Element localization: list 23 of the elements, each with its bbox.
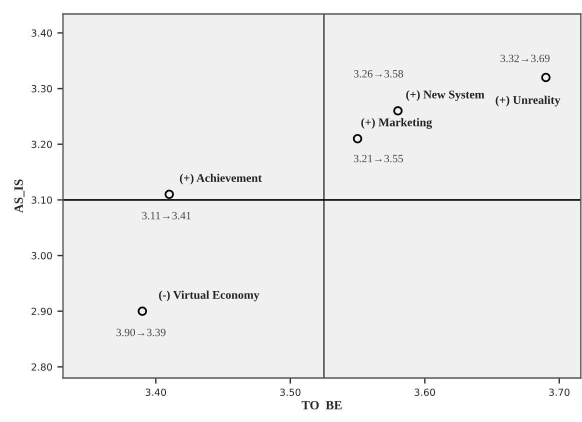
x-tick-label: 3.40	[146, 388, 166, 396]
annotation: (+) Unreality	[496, 96, 560, 106]
y-tick-label: 3.00	[32, 252, 52, 260]
annotation: 3.32→3.69	[500, 54, 550, 62]
x-tick-label: 3.70	[549, 388, 570, 396]
annotation: (+) New System	[406, 90, 484, 101]
y-tick-label: 3.30	[32, 85, 52, 92]
annotation: 3.90→3.39	[116, 328, 166, 336]
x-tick-label: 3.60	[414, 388, 435, 396]
annotation: 3.11→3.41	[142, 212, 191, 220]
y-tick-label: 3.10	[32, 196, 52, 204]
x-axis-title: TO BE	[302, 401, 342, 410]
y-tick-label: 2.90	[32, 308, 52, 316]
annotation: (+) Marketing	[361, 118, 432, 129]
y-tick-label: 2.80	[32, 363, 52, 371]
y-axis-title: AS_IS	[14, 180, 24, 213]
annotation: 3.21→3.55	[354, 154, 403, 162]
y-tick-label: 3.40	[32, 29, 52, 37]
annotation: 3.26→3.58	[354, 70, 404, 78]
annotation: (-) Virtual Economy	[159, 290, 260, 302]
x-tick-label: 3.50	[280, 388, 300, 396]
y-tick-label: 3.20	[32, 140, 52, 148]
annotation: (+) Achievement	[180, 174, 262, 184]
